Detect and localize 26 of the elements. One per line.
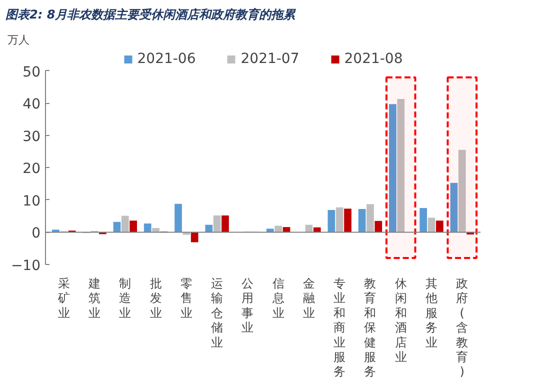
x-tick-label: 运输仓储业 xyxy=(211,276,224,350)
x-tick-label: 专业和商业服务 xyxy=(334,276,346,379)
x-tick-label: 采矿业 xyxy=(56,276,70,320)
x-tick-label: 制造业 xyxy=(119,276,132,320)
chart-title: 图表2: 8月非农数据主要受休闲酒店和政府教育的拖累 xyxy=(6,8,298,22)
y-tick-label: 0 xyxy=(32,226,41,242)
x-tick-label: 信息业 xyxy=(271,276,284,320)
y-axis-title: 万人 xyxy=(8,34,30,46)
x-tick-label: 金融业 xyxy=(302,276,315,320)
y-tick-label: 20 xyxy=(22,161,41,178)
x-tick-label: 批发业 xyxy=(150,276,162,320)
x-tick-label: 公用事业 xyxy=(242,276,254,335)
y-tick-label: 30 xyxy=(22,128,41,145)
x-tick-label: 其他服务业 xyxy=(425,276,438,350)
y-tick-label: 10 xyxy=(22,193,41,210)
x-tick-label: 休闲和酒店业 xyxy=(394,276,407,364)
legend-label: 2021-08 xyxy=(344,51,403,67)
x-tick-label: 政府(含教育) xyxy=(456,276,468,379)
x-tick-label: 零售业 xyxy=(180,276,192,320)
legend-label: 2021-06 xyxy=(137,51,196,67)
legend-label: 2021-07 xyxy=(240,51,300,67)
x-tick-label: 建筑业 xyxy=(88,276,101,320)
y-tick-label: −10 xyxy=(10,258,40,274)
y-tick-label: 40 xyxy=(22,96,41,113)
x-tick-label: 教育和保健服务 xyxy=(364,276,376,379)
y-tick-label: 50 xyxy=(22,64,41,80)
